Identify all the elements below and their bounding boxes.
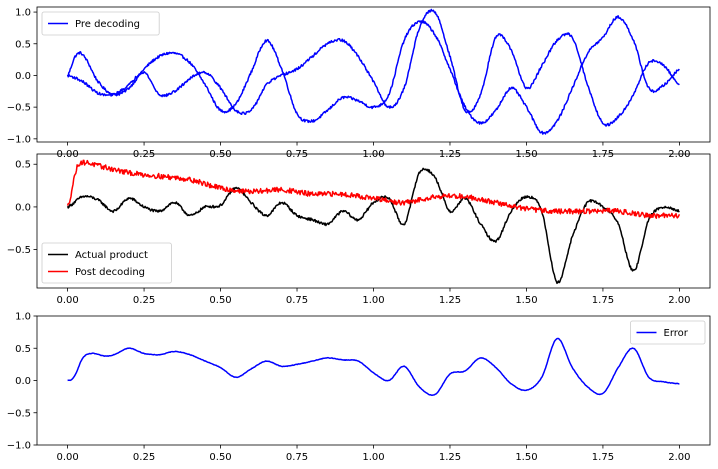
x-tick-label: 0.75 (286, 452, 308, 463)
series-line-0-1 (66, 8, 680, 127)
y-tick-label: 0.0 (15, 202, 31, 213)
y-tick-label: 0.5 (15, 160, 31, 171)
x-tick-label: 2.00 (668, 149, 690, 160)
x-tick-label: 0.25 (133, 295, 155, 306)
series-line-1-1 (66, 159, 681, 219)
x-tick-label: 0.50 (209, 295, 231, 306)
y-tick-label: 1.0 (15, 312, 31, 323)
legend-label: Error (664, 328, 689, 339)
legend: Error (630, 320, 706, 345)
series-line-0-0 (67, 15, 680, 135)
y-tick-label: 0.5 (15, 344, 31, 355)
x-tick-label: 1.75 (592, 295, 614, 306)
y-tick-label: −0.5 (7, 408, 31, 419)
x-tick-label: 1.00 (362, 295, 384, 306)
y-tick-label: −0.5 (7, 245, 31, 256)
y-tick-label: 0.0 (15, 376, 31, 387)
y-tick-label: 1.0 (15, 8, 31, 19)
x-tick-label: 1.50 (515, 452, 537, 463)
y-tick-label: 0.0 (15, 71, 31, 82)
y-tick-label: −1.0 (7, 441, 31, 452)
top-subplot-pre-decoding: 0.00 0.25 0.50 0.75 1.00 1.25 1.50 1.75 2.00 −1.0… (7, 6, 711, 160)
x-tick-label: 1.00 (362, 452, 384, 463)
middle-subplot-product-vs-decoded: 0.00 0.25 0.50 0.75 1.00 1.25 1.50 1.75 2.00 −0.5… (7, 153, 711, 306)
legend-label: Pre decoding (75, 19, 140, 30)
legend-label: Post decoding (75, 267, 145, 278)
x-tick-label: 0.50 (209, 452, 231, 463)
x-tick-label: 0.75 (286, 295, 308, 306)
legend-label: Actual product (75, 250, 148, 261)
x-tick-label: 2.00 (668, 452, 690, 463)
x-tick-label: 1.00 (362, 149, 384, 160)
bottom-subplot-error: 0.00 0.25 0.50 0.75 1.00 1.25 1.50 1.75 2.00 −1.0… (7, 312, 711, 463)
x-tick-label: 1.25 (439, 452, 461, 463)
x-tick-label: 1.25 (439, 149, 461, 160)
x-tick-label: 1.25 (439, 295, 461, 306)
legend: Actual product Post decoding (41, 242, 172, 284)
x-tick-label: 0.25 (133, 149, 155, 160)
x-tick-label: 1.50 (515, 295, 537, 306)
x-tick-label: 1.50 (515, 149, 537, 160)
x-tick-label: 0.00 (56, 149, 78, 160)
series-line-2-0 (67, 337, 680, 397)
x-tick-label: 0.00 (56, 452, 78, 463)
x-tick-label: 1.75 (592, 452, 614, 463)
x-tick-label: 1.75 (592, 149, 614, 160)
legend: Pre decoding (41, 11, 160, 36)
x-tick-label: 0.75 (286, 149, 308, 160)
x-tick-label: 0.50 (209, 149, 231, 160)
x-tick-label: 0.25 (133, 452, 155, 463)
y-tick-label: 0.5 (15, 39, 31, 50)
y-tick-label: −1.0 (7, 134, 31, 145)
x-tick-label: 2.00 (668, 295, 690, 306)
x-tick-label: 0.00 (56, 295, 78, 306)
y-tick-label: −0.5 (7, 103, 31, 114)
series-line-1-0 (66, 167, 680, 285)
